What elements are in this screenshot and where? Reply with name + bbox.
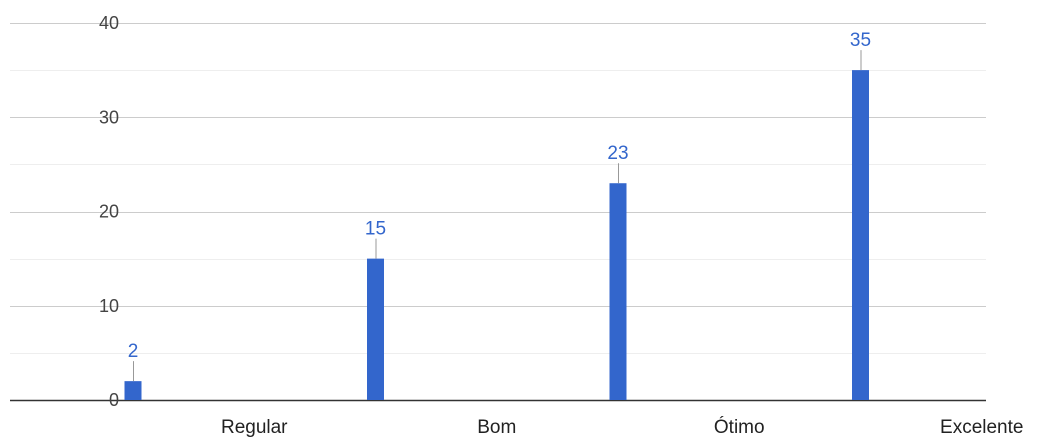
bar (852, 70, 869, 400)
y-tick-label: 10 (99, 296, 119, 316)
bar (367, 258, 384, 400)
x-category-label: Bom (477, 417, 516, 438)
x-category-label: Regular (221, 417, 288, 438)
y-tick-label: 30 (99, 107, 119, 127)
y-tick-label: 20 (99, 202, 119, 222)
y-tick-label: 40 (99, 13, 119, 33)
bar (124, 381, 142, 400)
data-label: 2 (128, 341, 139, 362)
bars-layer (124, 50, 869, 400)
x-category-label: Excelente (940, 417, 1023, 438)
data-label: 15 (365, 219, 386, 240)
labels-layer: 0 10 20 30 40 2 15 23 35 Regular Bom Ótimo Excelente (99, 13, 1024, 438)
data-label: 35 (850, 30, 871, 51)
data-label: 23 (607, 143, 628, 164)
bar (609, 183, 627, 400)
x-category-label: Ótimo (714, 416, 765, 438)
grid-layer (10, 23, 986, 402)
y-tick-label: 0 (109, 390, 119, 410)
